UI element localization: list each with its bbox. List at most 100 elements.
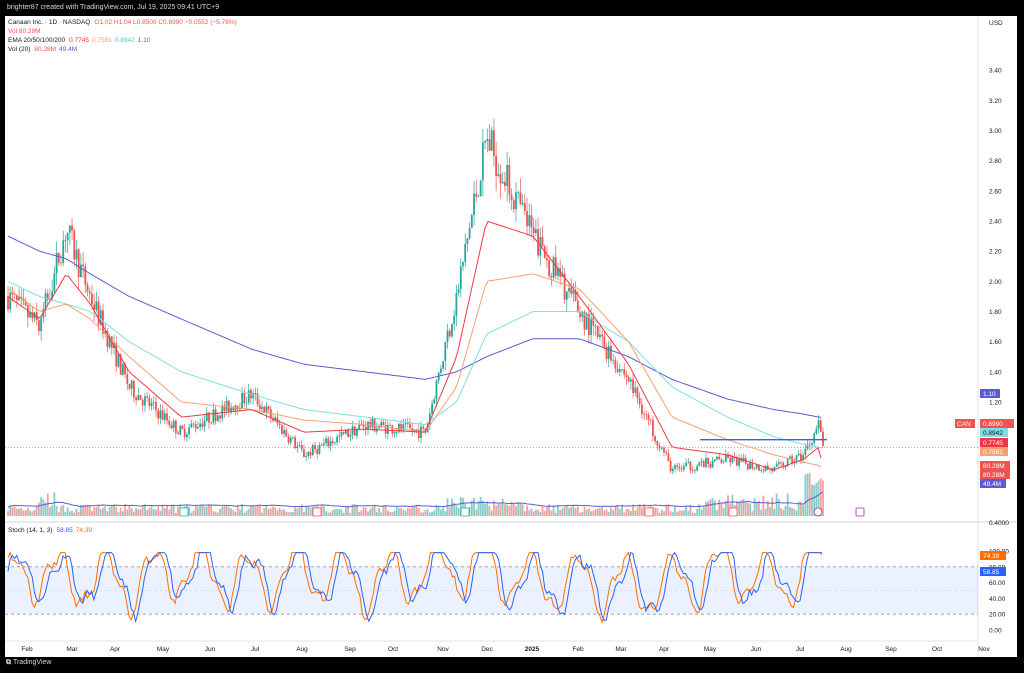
volume-bar[interactable] <box>654 507 657 516</box>
candle-body[interactable] <box>311 445 314 456</box>
volume-bar[interactable] <box>199 505 202 516</box>
candle-body[interactable] <box>303 449 305 458</box>
volume-bar[interactable] <box>448 506 451 516</box>
volume-bar[interactable] <box>663 511 665 516</box>
candle-body[interactable] <box>711 461 714 468</box>
candle-body[interactable] <box>636 387 639 398</box>
volume-bar[interactable] <box>393 510 396 516</box>
candle-body[interactable] <box>221 405 224 419</box>
candle-body[interactable] <box>702 461 705 468</box>
volume-bar[interactable] <box>203 506 206 516</box>
volume-bar[interactable] <box>9 506 12 516</box>
candle-body[interactable] <box>698 462 701 467</box>
candle-body[interactable] <box>530 215 533 228</box>
volume-bar[interactable] <box>349 512 352 516</box>
volume-bar[interactable] <box>411 506 414 516</box>
candle-body[interactable] <box>60 262 62 264</box>
volume-bar[interactable] <box>345 507 347 516</box>
volume-bar[interactable] <box>68 511 71 516</box>
volume-bar[interactable] <box>148 507 151 516</box>
volume-bar[interactable] <box>676 511 679 516</box>
volume-bar[interactable] <box>753 498 756 516</box>
candle-body[interactable] <box>504 181 506 186</box>
volume-bar[interactable] <box>146 509 149 516</box>
volume-bar[interactable] <box>510 501 513 516</box>
candle-body[interactable] <box>782 462 785 468</box>
volume-bar[interactable] <box>356 505 358 516</box>
volume-bar[interactable] <box>747 502 749 516</box>
candle-body[interactable] <box>183 428 186 438</box>
volume-bar[interactable] <box>537 509 539 516</box>
volume-bar[interactable] <box>360 510 363 516</box>
volume-bar[interactable] <box>391 511 394 516</box>
volume-bar[interactable] <box>95 507 98 516</box>
candle-body[interactable] <box>336 436 338 443</box>
volume-bar[interactable] <box>594 509 597 516</box>
volume-bar[interactable] <box>711 498 714 516</box>
volume-bar[interactable] <box>523 511 526 516</box>
candle-body[interactable] <box>362 424 365 427</box>
candle-body[interactable] <box>15 294 18 300</box>
volume-bar[interactable] <box>42 498 45 516</box>
candle-body[interactable] <box>274 417 277 421</box>
volume-bar[interactable] <box>77 511 80 516</box>
candle-body[interactable] <box>386 425 389 434</box>
candle-body[interactable] <box>152 402 155 403</box>
volume-bar[interactable] <box>625 509 628 516</box>
candle-body[interactable] <box>369 421 372 428</box>
candle-body[interactable] <box>380 422 383 427</box>
volume-bar[interactable] <box>71 510 73 516</box>
volume-bar[interactable] <box>713 500 716 516</box>
volume-bar[interactable] <box>66 507 69 516</box>
candle-body[interactable] <box>46 293 49 301</box>
event-markers[interactable] <box>179 507 865 517</box>
candle-body[interactable] <box>66 232 69 241</box>
candle-body[interactable] <box>358 424 361 430</box>
candle-body[interactable] <box>510 194 513 201</box>
volume-bar[interactable] <box>265 505 268 516</box>
candle-body[interactable] <box>618 369 621 372</box>
candle-body[interactable] <box>139 395 142 400</box>
volume-bar[interactable] <box>777 499 780 516</box>
volume-bar[interactable] <box>139 509 142 516</box>
volume-bar[interactable] <box>766 500 769 516</box>
candle-body[interactable] <box>543 246 546 259</box>
candle-body[interactable] <box>594 325 597 327</box>
volume-bar[interactable] <box>775 493 778 516</box>
volume-bar[interactable] <box>515 506 517 516</box>
volume-bar[interactable] <box>762 495 765 516</box>
volume-bar[interactable] <box>230 508 232 516</box>
volume-bar[interactable] <box>155 509 157 516</box>
candle-body[interactable] <box>188 427 191 435</box>
volume-bar[interactable] <box>177 506 179 516</box>
candle-body[interactable] <box>64 240 67 242</box>
candle-body[interactable] <box>546 258 548 261</box>
candle-body[interactable] <box>462 261 464 267</box>
candle-body[interactable] <box>605 346 608 359</box>
candle-body[interactable] <box>108 336 111 347</box>
volume-bar[interactable] <box>102 507 104 516</box>
candle-body[interactable] <box>459 266 462 290</box>
stoch-k-line[interactable] <box>7 551 822 623</box>
volume-bar[interactable] <box>353 504 356 516</box>
candle-body[interactable] <box>784 466 787 468</box>
volume-bar[interactable] <box>592 510 595 516</box>
volume-bar[interactable] <box>322 506 325 516</box>
candle-body[interactable] <box>689 462 692 471</box>
volume-bar[interactable] <box>760 509 763 516</box>
candle-body[interactable] <box>378 426 380 429</box>
candle-body[interactable] <box>495 155 498 177</box>
candle-body[interactable] <box>477 196 480 197</box>
candle-body[interactable] <box>285 429 288 437</box>
candle-body[interactable] <box>40 317 43 332</box>
candle-body[interactable] <box>7 296 9 310</box>
candle-body[interactable] <box>764 465 767 472</box>
volume-bar[interactable] <box>702 506 705 516</box>
candle-body[interactable] <box>532 227 535 234</box>
volume-bar[interactable] <box>731 494 734 516</box>
volume-bar[interactable] <box>389 511 392 516</box>
volume-bar[interactable] <box>640 507 643 516</box>
volume-bar[interactable] <box>225 505 228 516</box>
volume-bar[interactable] <box>451 498 453 516</box>
volume-bar[interactable] <box>671 512 674 516</box>
